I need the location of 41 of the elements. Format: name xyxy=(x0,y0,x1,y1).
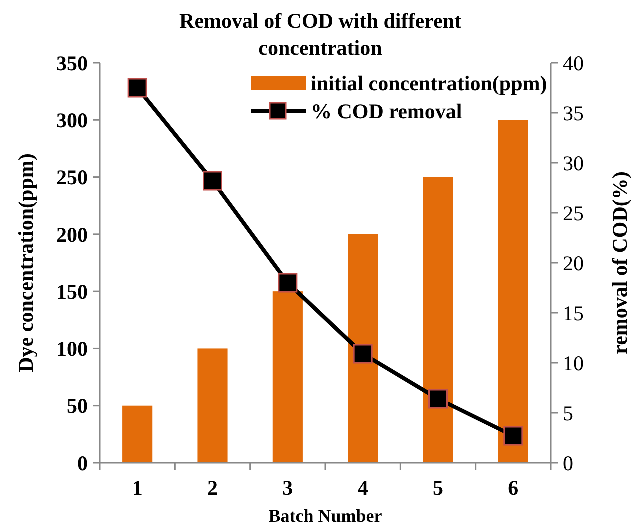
legend-label: initial concentration(ppm) xyxy=(311,71,548,96)
y2-tick-label: 25 xyxy=(563,201,584,226)
point xyxy=(353,344,373,364)
x-tick-label: 5 xyxy=(433,476,444,500)
bar xyxy=(198,348,228,463)
y-tick-label: 50 xyxy=(67,394,88,418)
bar xyxy=(348,234,378,463)
bar xyxy=(498,120,528,463)
bar xyxy=(423,177,454,463)
y-tick-label: 250 xyxy=(56,166,88,190)
point xyxy=(278,273,298,293)
y-axis-title: Dye concentration(ppm) xyxy=(14,154,38,372)
legend-label: % COD removal xyxy=(311,99,462,124)
bar xyxy=(272,292,303,463)
y-tick-label: 300 xyxy=(56,108,88,132)
x-tick-label: 3 xyxy=(282,476,294,500)
y2-tick-label: 5 xyxy=(563,401,574,426)
y2-tick-label: 0 xyxy=(563,451,574,476)
y-tick-label: 100 xyxy=(56,337,88,362)
x-tick-label: 6 xyxy=(508,476,519,500)
x-tick-label: 2 xyxy=(208,476,218,500)
y2-tick-label: 10 xyxy=(563,351,584,376)
point xyxy=(504,426,524,446)
y-tick-label: 0 xyxy=(78,451,88,476)
x-axis-title: Batch Number xyxy=(268,506,382,526)
point xyxy=(428,389,448,409)
x-tick-label: 4 xyxy=(358,476,369,500)
y-tick-label: 350 xyxy=(56,51,88,76)
y2-tick-label: 20 xyxy=(563,251,584,276)
y-tick-label: 200 xyxy=(56,222,88,247)
x-tick-label: 1 xyxy=(132,476,143,500)
chart-title: Removal of COD with different concentration xyxy=(180,9,462,60)
y2-tick-label: 15 xyxy=(563,301,584,326)
point xyxy=(203,171,222,191)
y2-axis-title: removal of COD(%) xyxy=(608,172,632,354)
point xyxy=(128,78,148,98)
y2-tick-label: 35 xyxy=(563,101,584,126)
y2-tick-label: 30 xyxy=(563,151,584,176)
bar xyxy=(122,406,153,463)
y2-tick-label: 40 xyxy=(563,51,584,76)
y-tick-label: 150 xyxy=(56,280,88,304)
